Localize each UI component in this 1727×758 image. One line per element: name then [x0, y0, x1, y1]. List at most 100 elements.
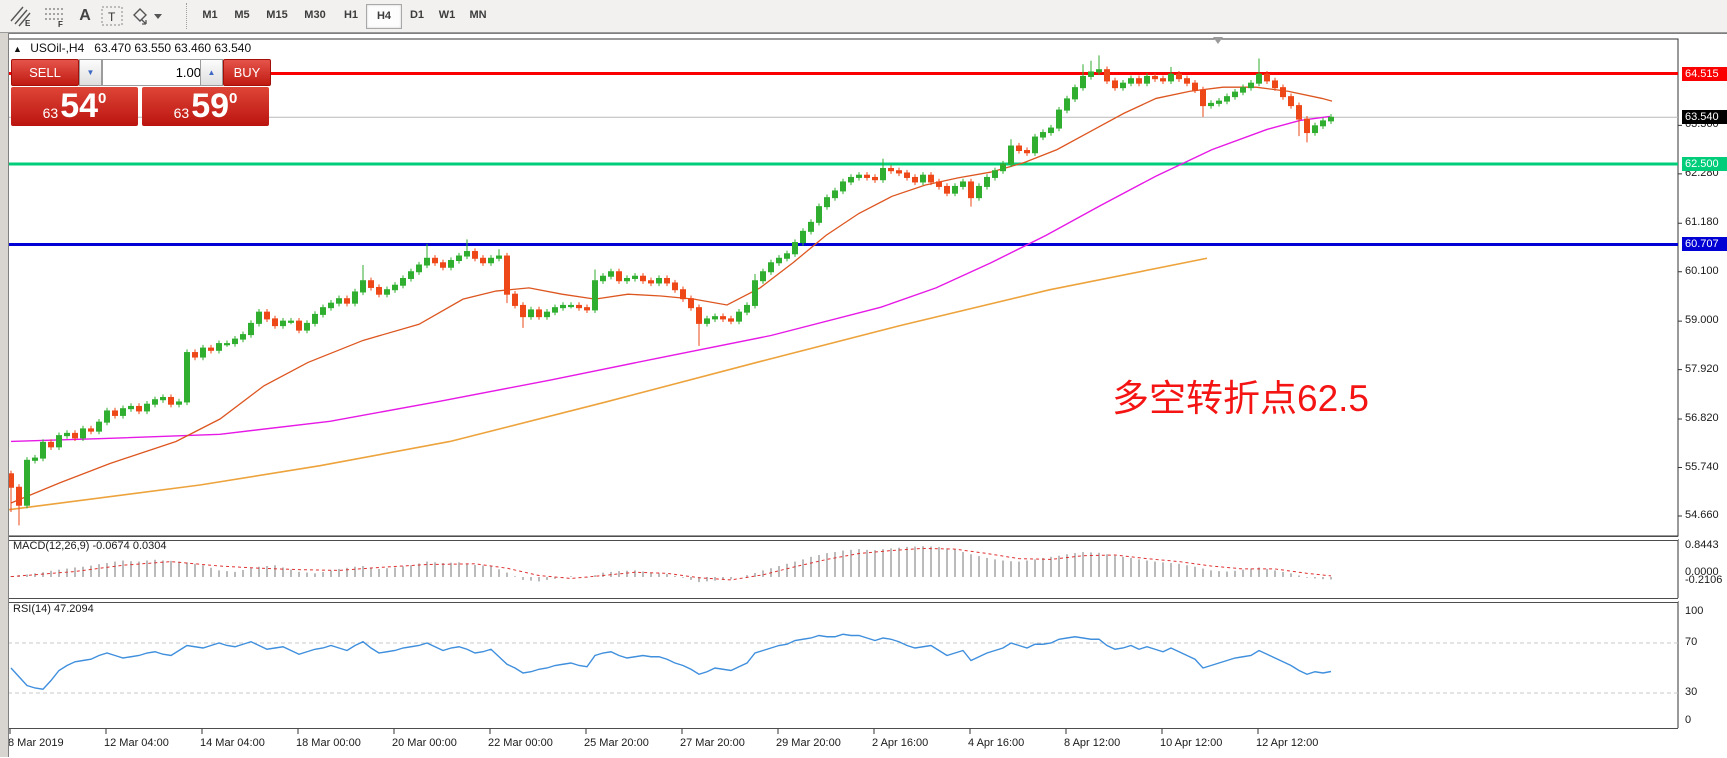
arrows-icon[interactable] — [130, 4, 164, 28]
candle-body — [1040, 132, 1046, 138]
candle-body — [584, 307, 590, 311]
candle-body — [720, 316, 726, 320]
candle-body — [48, 441, 54, 448]
timeframe-button-mn[interactable]: MN — [469, 9, 487, 21]
one-click-trading-panel: SELL ▼ ▲ BUY 63 54 0 63 59 0 — [11, 59, 271, 126]
timeframe-button-m15[interactable]: M15 — [266, 9, 288, 21]
buy-price-pip: 0 — [229, 90, 238, 107]
time-axis-label: 20 Mar 00:00 — [392, 737, 457, 749]
candle-body — [696, 307, 702, 324]
symbol-label: USOil-,H4 — [30, 41, 85, 55]
candle-body — [1288, 96, 1294, 107]
candle-body — [360, 280, 366, 293]
candle-body — [1120, 82, 1126, 89]
candle-body — [856, 174, 862, 178]
chart-annotation: 多空转折点62.5 — [1112, 378, 1370, 419]
time-axis-label: 12 Mar 04:00 — [104, 737, 169, 749]
price-tick-label: 57.920 — [1685, 362, 1719, 375]
timeframe-button-h1[interactable]: H1 — [343, 9, 359, 21]
svg-text:E: E — [25, 19, 31, 27]
volume-input[interactable] — [102, 59, 208, 86]
candle-body — [1176, 73, 1182, 80]
candle-body — [824, 197, 830, 208]
timeframe-button-w1[interactable]: W1 — [438, 9, 456, 21]
candle-body — [776, 257, 782, 264]
candle-body — [200, 347, 206, 358]
candle-body — [160, 396, 166, 401]
macd-splitter[interactable] — [8, 536, 1678, 541]
candle-body — [592, 280, 598, 311]
candle-body — [448, 260, 454, 268]
fibonacci-icon[interactable]: F — [42, 4, 68, 28]
text-label-icon[interactable]: T — [100, 4, 124, 28]
candle-body — [1072, 87, 1078, 100]
candle-body — [328, 302, 334, 309]
candle-body — [864, 174, 870, 178]
volume-down-button[interactable]: ▼ — [79, 59, 102, 86]
rsi-splitter[interactable] — [8, 598, 1678, 603]
candle-body — [1328, 116, 1334, 122]
candle-body — [96, 421, 102, 432]
candle-body — [384, 289, 390, 295]
candle-body — [152, 399, 158, 405]
candle-body — [352, 291, 358, 304]
candle-body — [816, 206, 822, 223]
candle-body — [1056, 109, 1062, 129]
candle-body — [88, 428, 94, 432]
candle-body — [904, 172, 910, 178]
buy-price-box[interactable]: 63 59 0 — [142, 87, 269, 126]
price-tick-label: 54.660 — [1685, 509, 1719, 521]
equidistant-channel-icon[interactable]: E — [8, 4, 34, 28]
chart-shift-triangle-icon[interactable] — [1213, 37, 1223, 44]
text-a-icon[interactable]: A — [79, 7, 91, 24]
candle-body — [240, 334, 246, 340]
candle-body — [1008, 145, 1014, 165]
buy-button[interactable]: BUY — [223, 59, 271, 86]
sell-price-box[interactable]: 63 54 0 — [11, 87, 138, 126]
rsi-axis-label: 0 — [1685, 714, 1692, 726]
candle-body — [112, 410, 118, 416]
timeframe-button-h4[interactable]: H4 — [366, 4, 402, 29]
buy-price-main: 59 — [191, 87, 230, 125]
candle-body — [944, 185, 950, 194]
candle-body — [432, 257, 438, 264]
volume-up-button[interactable]: ▲ — [200, 59, 223, 86]
candle-body — [888, 167, 894, 172]
price-badge: 60.707 — [1682, 237, 1727, 252]
candle-body — [128, 405, 134, 410]
candle-body — [992, 170, 998, 178]
rsi-axis-label: 70 — [1685, 636, 1698, 648]
candle-body — [1064, 98, 1070, 111]
candle-body — [600, 275, 606, 282]
macd-signal-line — [10, 547, 1332, 581]
candle-body — [168, 396, 174, 405]
candle-body — [832, 190, 838, 199]
toolbar: E F A T M1 M5 M15 M30 H1 H4 D1 — [0, 0, 1727, 33]
time-axis-label: 12 Apr 12:00 — [1256, 737, 1319, 749]
timeframe-button-m1[interactable]: M1 — [202, 9, 218, 21]
candle-body — [72, 432, 78, 439]
collapse-triangle-icon[interactable]: ▲ — [13, 44, 22, 54]
candle-body — [1200, 89, 1206, 107]
candle-body — [984, 176, 990, 187]
candle-body — [760, 271, 766, 282]
candle-body — [416, 264, 422, 273]
timeframe-button-m5[interactable]: M5 — [234, 9, 250, 21]
sell-button[interactable]: SELL — [11, 59, 79, 86]
candle-body — [400, 277, 406, 286]
candle-body — [224, 343, 230, 346]
timeframe-button-m30[interactable]: M30 — [304, 9, 326, 21]
candle-body — [744, 304, 750, 313]
candle-body — [752, 280, 758, 306]
candle-body — [568, 304, 574, 308]
candle-body — [616, 271, 622, 282]
time-axis-label: 8 Mar 2019 — [8, 737, 64, 749]
candle-body — [136, 405, 142, 412]
candle-body — [704, 318, 710, 324]
time-axis-label: 29 Mar 20:00 — [776, 737, 841, 749]
timeframe-button-d1[interactable]: D1 — [409, 9, 425, 21]
candle-body — [496, 255, 502, 259]
candle-body — [936, 181, 942, 187]
candle-body — [680, 289, 686, 300]
